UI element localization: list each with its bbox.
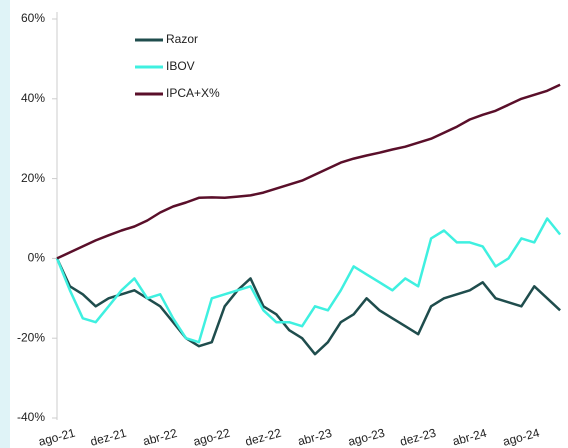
y-tick-label: 0%	[28, 251, 46, 265]
x-tick-label: abr-22	[141, 426, 178, 448]
x-tick-label: ago-24	[501, 426, 541, 448]
x-tick-label: ago-23	[347, 426, 387, 448]
series-line	[56, 83, 561, 260]
x-tick-label: abr-23	[296, 426, 333, 448]
series-line	[55, 257, 561, 356]
x-tick-label: ago-21	[37, 426, 77, 448]
x-tick-label: ago-22	[192, 426, 232, 448]
y-tick-label: 40%	[21, 91, 45, 105]
y-tick-label: -40%	[17, 410, 45, 424]
y-tick-label: 60%	[21, 11, 45, 25]
series-line	[55, 217, 562, 344]
side-strip	[0, 0, 10, 448]
x-tick-label: abr-24	[451, 426, 488, 448]
legend-label: IPCA+X%	[166, 86, 220, 100]
legend-label: IBOV	[166, 59, 195, 73]
y-tick-label: -20%	[17, 330, 45, 344]
x-tick-label: dez-22	[244, 426, 283, 448]
legend-label: Razor	[166, 32, 198, 46]
x-tick-label: dez-21	[89, 426, 128, 448]
y-tick-label: 20%	[21, 171, 45, 185]
x-tick-label: dez-23	[398, 426, 437, 448]
